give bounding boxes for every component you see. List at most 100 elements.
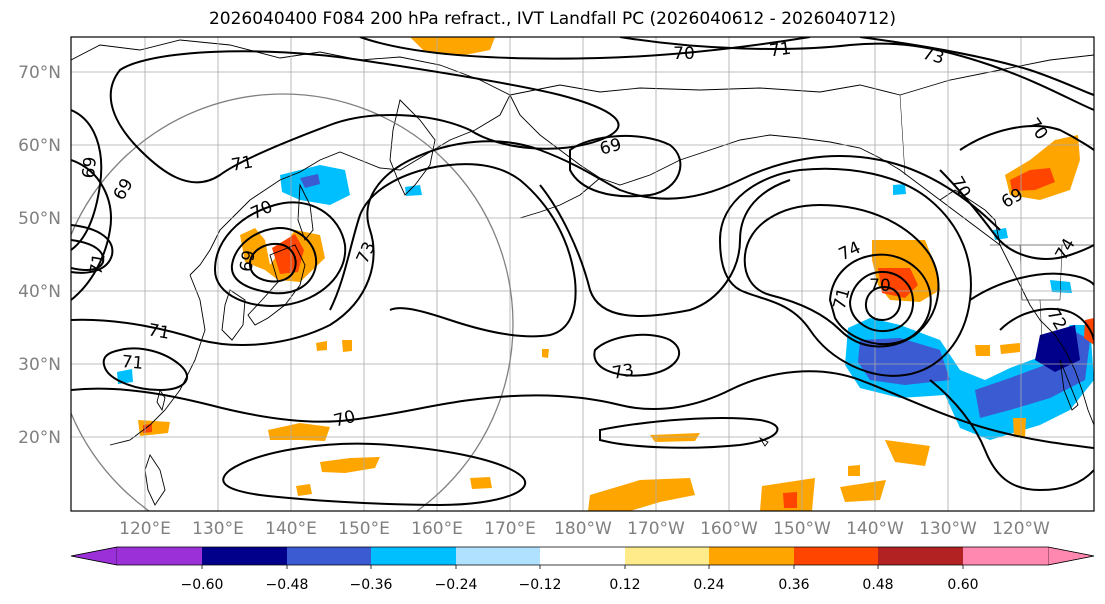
shade-coast-orange-3 [1013,418,1026,438]
shade-epac-navy [1035,325,1080,372]
contour-north-73 [859,37,1094,96]
colorbar-tick-label: 0.60 [947,577,978,593]
contour-south-loop [222,442,527,507]
shade-bottom-orange [588,478,695,511]
colorbar-tick-label: −0.48 [266,577,309,593]
coast-taiwan [156,388,166,412]
coast-aleutians [519,177,601,219]
contour-label: 70 [332,407,358,432]
lat-label: 30°N [18,355,61,375]
contour-label: 70 [1023,115,1052,144]
shade-goa-blue [893,184,906,195]
contour-north-71 [619,37,1094,111]
contour-label: 73 [611,360,636,383]
coastlines [71,39,1094,506]
lat-label: 50°N [18,209,61,229]
contour-pnw-69 [959,125,1094,151]
contour-label: 74 [1052,235,1080,264]
contour-label: 69 [236,249,259,274]
coast-canada-arctic [899,54,1094,96]
shade-bottom-orange-2 [650,433,700,442]
contour-north-70 [359,37,811,60]
coast-baja [1059,359,1079,411]
contour-ehawaii [599,417,779,449]
shade-s-strip [268,423,330,441]
shade-small-1 [316,341,327,351]
coast-korea [221,289,246,341]
lon-label: 170°E [484,519,536,539]
shade-bottom-orange-4 [840,480,886,502]
coast-alaska-n [509,84,901,96]
shade-bottom-orange-5 [885,440,930,466]
coast-japan [247,244,306,326]
lon-label: 150°E [338,519,390,539]
contour-label: 73 [353,239,380,267]
colorbar-segment [963,547,1048,565]
colorbar-tick-label: 0.24 [693,577,724,593]
contour-label: 71 [768,39,792,62]
lon-label: 180°W [554,519,612,539]
lat-label: 20°N [18,428,61,448]
coast-china [109,274,206,446]
contour-west-73a [71,224,114,274]
colorbar-segment [794,547,878,565]
colorbar-tick-label: −0.60 [181,577,224,593]
contour-epac-inner-2 [848,270,915,333]
colorbar-tick-label: −0.36 [350,577,393,593]
contour-label: 70 [946,173,974,202]
shade-okhotsk-blue-dark [300,174,320,188]
contour-epac-inner-1 [828,253,932,346]
colorbar-tick-label: 0.48 [862,577,893,593]
contour-label: 73 [920,44,946,69]
colorbar-tick-labels: −0.60 −0.48 −0.36 −0.24 −0.12 0.12 0.24 … [181,577,979,593]
contour-arctic-loop [109,50,620,184]
lon-label: 140°W [846,519,904,539]
shade-sw-red [143,424,152,433]
coast-philippines [144,453,166,506]
contour-label: 71 [86,252,109,277]
contour-inner-73 [539,179,791,317]
contour-label: 70 [869,276,891,296]
contour-label: 69 [79,156,101,179]
colorbar-segment [371,547,456,565]
shade-blue-small [117,369,133,384]
grid [71,37,1094,511]
shade-bottom-red [783,492,797,508]
lon-label: 150°W [773,519,831,539]
contour-71-long [71,140,1001,346]
shade-coast-orange [1000,343,1020,354]
contour-ca-74 [969,272,1094,301]
contour-sub-71 [102,347,188,392]
contour-pnw-70 [939,169,1094,260]
colorbar-tick-label: −0.24 [435,577,478,593]
contour-epac-74 [743,203,940,348]
colorbar-segment [456,547,540,565]
colorbar-tick-label: 0.12 [609,577,640,593]
contour-label: 74 [836,238,864,265]
contour-70-south [71,370,1094,449]
coast-bc [939,189,1001,246]
shade-s-strip-4 [296,484,312,496]
lon-label: 130°W [919,519,977,539]
map-frame [70,36,1095,512]
contour-69-center [569,135,682,198]
colorbar-outline [70,546,1095,566]
border-ak-canada [899,94,906,176]
contour-label: 69 [110,175,138,204]
contour-label: 70 [673,44,695,64]
shade-arctic [410,37,495,56]
lat-label: 70°N [18,63,61,83]
shade-s-strip-2 [320,457,380,473]
colorbar-tick-label: 0.36 [778,577,809,593]
contour-west-71 [71,159,112,301]
reference-circle [71,93,514,511]
coast-sakhalin [297,183,314,241]
colorbar-segment [878,547,963,565]
shade-sw-small [138,420,170,436]
contour-label: 70 [248,197,276,224]
map-title: 2026040400 F084 200 hPa refract., IVT La… [208,9,896,29]
contour-japan-inner [248,242,297,283]
shade-epac-red [878,268,918,298]
shade-small-3 [542,349,549,358]
colorbar-tick-label: −0.12 [519,577,562,593]
